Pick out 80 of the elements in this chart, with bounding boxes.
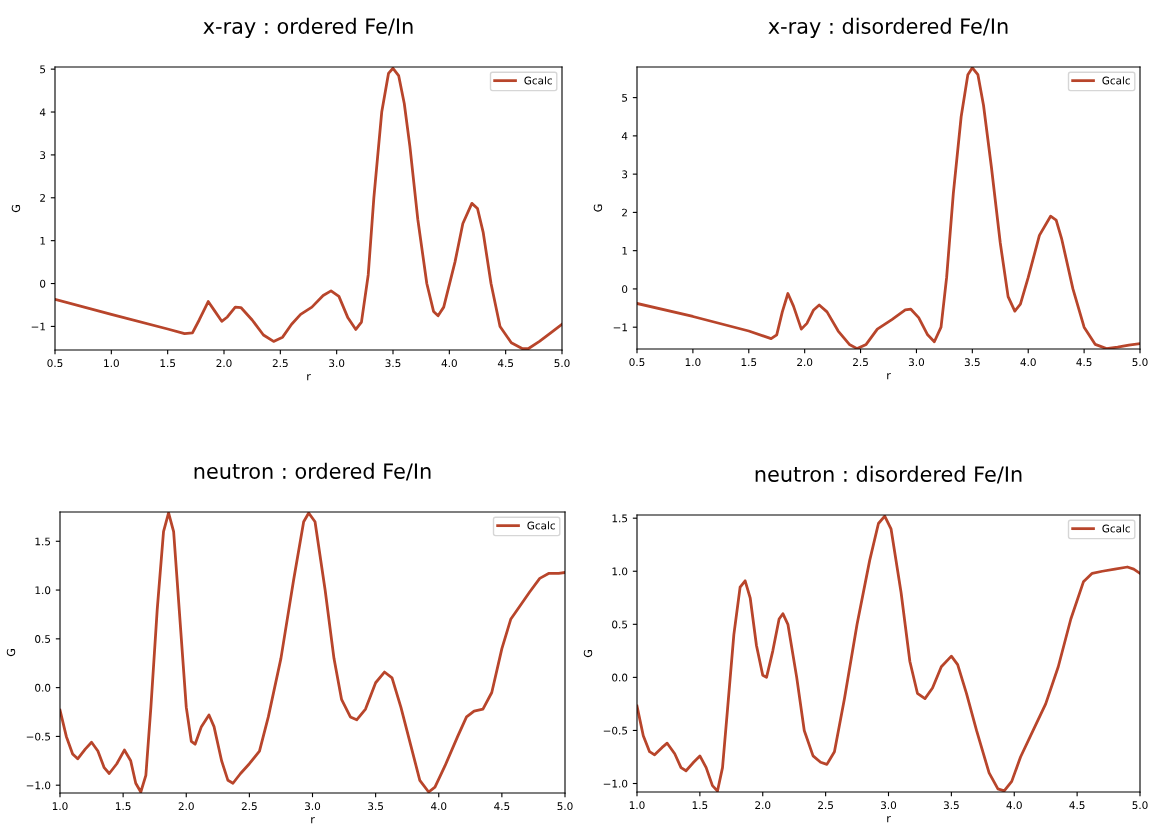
x-tick-label: 1.0 (104, 359, 119, 368)
y-tick-label: 0.5 (35, 635, 51, 643)
x-tick-label: 4.0 (1020, 358, 1036, 367)
x-tick-label: 2.5 (818, 801, 833, 810)
x-tick-label: 4.5 (1069, 801, 1085, 810)
x-tick-label: 2.0 (216, 359, 232, 368)
x-tick-label: 3.5 (368, 802, 383, 811)
x-tick-label: 3.5 (964, 358, 980, 367)
y-tick-label: 1 (622, 247, 628, 255)
x-tick-label: 1.5 (115, 802, 131, 811)
chart-title: neutron : disordered Fe/In (755, 465, 1022, 484)
y-tick-label: 0 (622, 285, 628, 294)
y-tick-label: 5 (622, 93, 628, 102)
x-tick-label: 2.5 (853, 358, 868, 367)
x-tick-label: 3.0 (329, 359, 345, 368)
y-tick-label: −0.5 (26, 732, 51, 741)
x-tick-label: 2.5 (272, 359, 288, 368)
y-axis-title: G (11, 205, 21, 213)
x-tick-label: 3.0 (881, 801, 897, 810)
x-tick-label: 1.5 (741, 358, 757, 367)
x-tick-label: 3.0 (908, 358, 925, 367)
y-tick-label: −1 (31, 322, 46, 331)
x-tick-label: 5.0 (1132, 358, 1148, 367)
x-tick-label: 5.0 (1132, 801, 1148, 810)
x-tick-label: 3.5 (943, 801, 959, 810)
y-tick-label: 1.0 (35, 586, 51, 595)
x-tick-label: 1.0 (629, 801, 645, 810)
x-tick-label: 0.5 (47, 359, 63, 368)
y-axis-title: G (583, 650, 593, 658)
y-tick-label: 0.5 (612, 620, 628, 629)
y-tick-label: 4 (39, 108, 46, 116)
x-tick-label: 4.0 (1006, 801, 1022, 810)
x-tick-label: 4.0 (441, 359, 457, 368)
y-tick-label: 0 (40, 279, 46, 288)
y-tick-label: 3 (622, 170, 628, 179)
y-tick-label: 0.0 (612, 673, 628, 682)
y-tick-label: 2 (40, 194, 45, 202)
x-tick-label: 1.0 (52, 802, 68, 811)
y-tick-label: 2 (622, 208, 627, 217)
x-tick-label: 1.5 (692, 801, 708, 810)
chart-title: x-ray : disordered Fe/In (768, 17, 1008, 38)
y-tick-label: 0.0 (35, 683, 51, 692)
y-tick-label: −1.0 (603, 779, 628, 788)
y-tick-label: 1.5 (612, 514, 628, 523)
legend-label: Gcalc (527, 521, 555, 530)
x-tick-label: 2.5 (241, 802, 257, 811)
x-tick-label: 5.0 (557, 802, 573, 811)
x-tick-label: 3.5 (385, 359, 401, 368)
x-axis-title: r (887, 373, 891, 380)
x-tick-label: 1.0 (685, 358, 701, 367)
x-tick-label: 4.0 (430, 802, 447, 811)
y-tick-label: 1.5 (35, 537, 51, 546)
x-tick-label: 2.0 (178, 802, 194, 811)
chart-title: neutron : ordered Fe/In (194, 462, 431, 481)
x-tick-label: 0.5 (629, 358, 645, 367)
y-axis-title: G (6, 649, 16, 657)
x-tick-label: 5.0 (554, 359, 570, 368)
x-tick-label: 4.5 (1076, 358, 1092, 367)
y-tick-label: 3 (40, 151, 46, 160)
x-tick-label: 2.0 (797, 358, 813, 367)
x-tick-label: 1.5 (160, 359, 176, 368)
y-tick-label: 1 (40, 237, 46, 245)
y-tick-label: −1 (613, 323, 628, 332)
x-tick-label: 4.5 (494, 802, 510, 811)
x-tick-label: 3.0 (305, 802, 321, 811)
y-tick-label: 5 (40, 65, 46, 74)
x-axis-title: r (311, 817, 315, 824)
chart-title: x-ray : ordered Fe/In (203, 17, 413, 38)
legend-label: Gcalc (1102, 76, 1130, 85)
x-axis-title: r (887, 816, 891, 823)
x-axis-title: r (307, 374, 311, 381)
legend-label: Gcalc (524, 76, 552, 85)
y-tick-label: 4 (621, 132, 628, 140)
y-axis-title: G (593, 204, 603, 212)
x-tick-label: 2.0 (755, 801, 771, 810)
legend-label: Gcalc (1102, 524, 1130, 533)
y-tick-label: 1.0 (612, 567, 628, 576)
x-tick-label: 4.5 (497, 359, 514, 368)
y-tick-label: −1.0 (26, 781, 51, 790)
y-tick-label: −0.5 (603, 726, 628, 735)
